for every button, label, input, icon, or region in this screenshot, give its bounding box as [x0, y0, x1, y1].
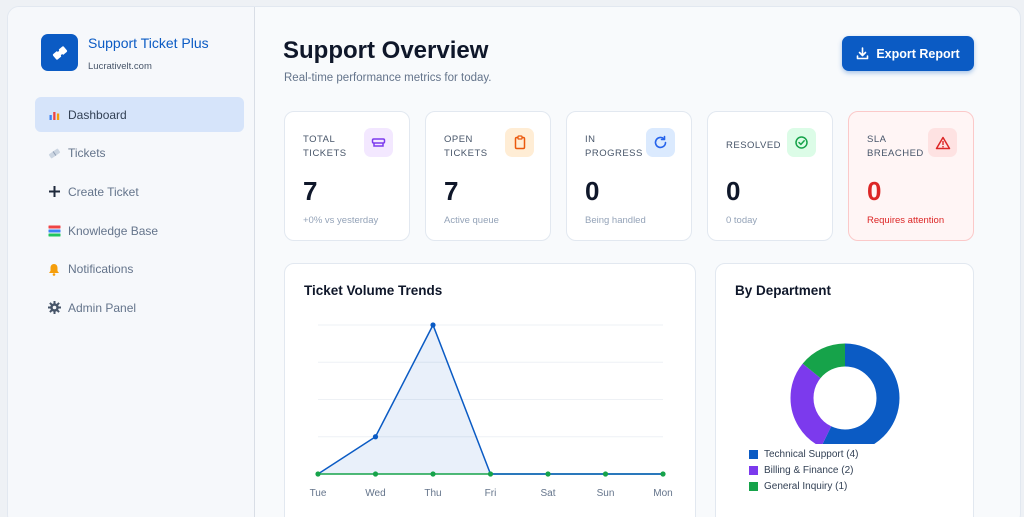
check-circle-icon: [787, 128, 816, 157]
stat-label: RESOLVED: [726, 140, 782, 151]
area-fill: [318, 325, 663, 474]
clipboard-icon: [505, 128, 534, 157]
stat-label: IN PROGRESS: [585, 134, 643, 159]
legend-swatch: [749, 465, 758, 475]
export-report-button[interactable]: Export Report: [842, 36, 974, 71]
brand[interactable]: Support Ticket Plus Lucrativelt.com: [41, 34, 209, 72]
ticket-icon: [41, 34, 78, 71]
app-name: Support Ticket Plus: [88, 35, 209, 51]
data-point[interactable]: [602, 471, 609, 477]
x-tick-label: Sat: [540, 488, 555, 499]
stat-card-sla-breached[interactable]: SLA BREACHED 0 Requires attention: [848, 111, 974, 241]
data-point[interactable]: [545, 471, 551, 477]
stat-sub: +0% vs yesterday: [303, 215, 379, 226]
main-content: Support Overview Real-time performance m…: [256, 7, 1020, 517]
donut-slice[interactable]: [790, 343, 900, 444]
stat-card-open-tickets[interactable]: OPEN TICKETS 7 Active queue: [425, 111, 551, 241]
data-point[interactable]: [660, 471, 666, 477]
donut-slice[interactable]: [790, 343, 900, 444]
sidebar-item-label: Dashboard: [68, 107, 127, 122]
stat-label: OPEN TICKETS: [444, 134, 488, 159]
legend-item[interactable]: Technical Support (4): [749, 446, 859, 462]
app-domain: Lucrativelt.com: [88, 61, 152, 72]
stat-card-resolved[interactable]: RESOLVED 0 0 today: [707, 111, 833, 241]
ticket-volume-trends-panel: Ticket Volume Trends Tue Wed Thu Fri Sat Sun M…: [284, 263, 696, 517]
sidebar-item-knowledge-base[interactable]: Knowledge Base: [35, 213, 244, 248]
x-tick-label: Thu: [424, 488, 441, 499]
x-tick-label: Tue: [310, 488, 327, 499]
stat-sub: 0 today: [726, 215, 758, 226]
sidebar-item-admin-panel[interactable]: Admin Panel: [35, 290, 244, 325]
sidebar-item-label: Knowledge Base: [68, 223, 159, 238]
panel-title: Ticket Volume Trends: [304, 283, 443, 298]
stat-sub: Requires attention: [867, 215, 945, 226]
sidebar-item-notifications[interactable]: Notifications: [35, 252, 244, 287]
sidebar-item-label: Tickets: [68, 146, 106, 161]
refresh-icon: [646, 128, 675, 157]
data-point[interactable]: [430, 322, 436, 328]
by-department-panel: By Department Technical Support (4) Billi…: [715, 263, 974, 517]
books-icon: [47, 224, 61, 238]
stat-value: 0: [867, 176, 882, 206]
data-point[interactable]: [372, 434, 379, 440]
ticket-icon: [47, 146, 61, 160]
legend-label: Billing & Finance (2): [764, 464, 854, 476]
page-subtitle: Real-time performance metrics for today.: [284, 72, 492, 84]
plus-icon: [47, 185, 61, 199]
department-donut-chart: [790, 343, 900, 444]
sidebar: Support Ticket Plus Lucrativelt.com Dash…: [8, 7, 255, 517]
sidebar-item-tickets[interactable]: Tickets: [35, 136, 244, 171]
download-icon: [857, 47, 869, 60]
x-tick-label: Wed: [365, 488, 385, 499]
gear-icon: [47, 301, 61, 315]
data-point[interactable]: [315, 471, 321, 477]
sidebar-item-label: Create Ticket: [68, 184, 139, 199]
legend-item[interactable]: Billing & Finance (2): [749, 462, 859, 478]
x-tick-label: Fri: [485, 488, 497, 499]
warning-icon: [928, 128, 957, 157]
data-point[interactable]: [487, 471, 494, 477]
stat-sub: Being handled: [585, 215, 646, 226]
stat-card-in-progress[interactable]: IN PROGRESS 0 Being handled: [566, 111, 692, 241]
legend-swatch: [749, 481, 758, 491]
bell-icon: [47, 262, 61, 276]
stat-label: SLA BREACHED: [867, 134, 924, 159]
stat-label: TOTAL TICKETS: [303, 134, 347, 159]
page-title: Support Overview: [283, 37, 489, 64]
legend-item[interactable]: General Inquiry (1): [749, 478, 859, 494]
inbox-icon: [364, 128, 393, 157]
x-tick-label: Mon: [653, 488, 672, 499]
panel-title: By Department: [735, 283, 832, 298]
trend-chart: Tue Wed Thu Fri Sat Sun Mon: [310, 322, 673, 499]
export-label: Export Report: [876, 46, 960, 61]
x-tick-label: Sun: [597, 488, 615, 499]
sidebar-item-label: Admin Panel: [68, 300, 137, 315]
legend-label: General Inquiry (1): [764, 480, 848, 492]
sidebar-item-label: Notifications: [68, 262, 134, 277]
sidebar-nav: Dashboard Tickets: [35, 97, 244, 329]
data-point[interactable]: [372, 471, 379, 477]
legend-swatch: [749, 449, 758, 459]
legend-label: Technical Support (4): [764, 448, 859, 460]
department-legend: Technical Support (4) Billing & Finance (…: [749, 446, 859, 494]
stat-card-total-tickets[interactable]: TOTAL TICKETS 7 +0% vs yesterday: [284, 111, 410, 241]
app-window: Support Ticket Plus Lucrativelt.com Dash…: [7, 6, 1021, 517]
sidebar-item-dashboard[interactable]: Dashboard: [35, 97, 244, 132]
data-point[interactable]: [430, 471, 436, 477]
bar-chart-icon: [47, 108, 61, 122]
stat-value: 0: [585, 176, 600, 206]
stat-value: 7: [303, 176, 318, 206]
stat-value: 7: [444, 176, 459, 206]
stat-value: 0: [726, 176, 741, 206]
stat-sub: Active queue: [444, 215, 499, 226]
sidebar-item-create-ticket[interactable]: Create Ticket: [35, 174, 244, 209]
